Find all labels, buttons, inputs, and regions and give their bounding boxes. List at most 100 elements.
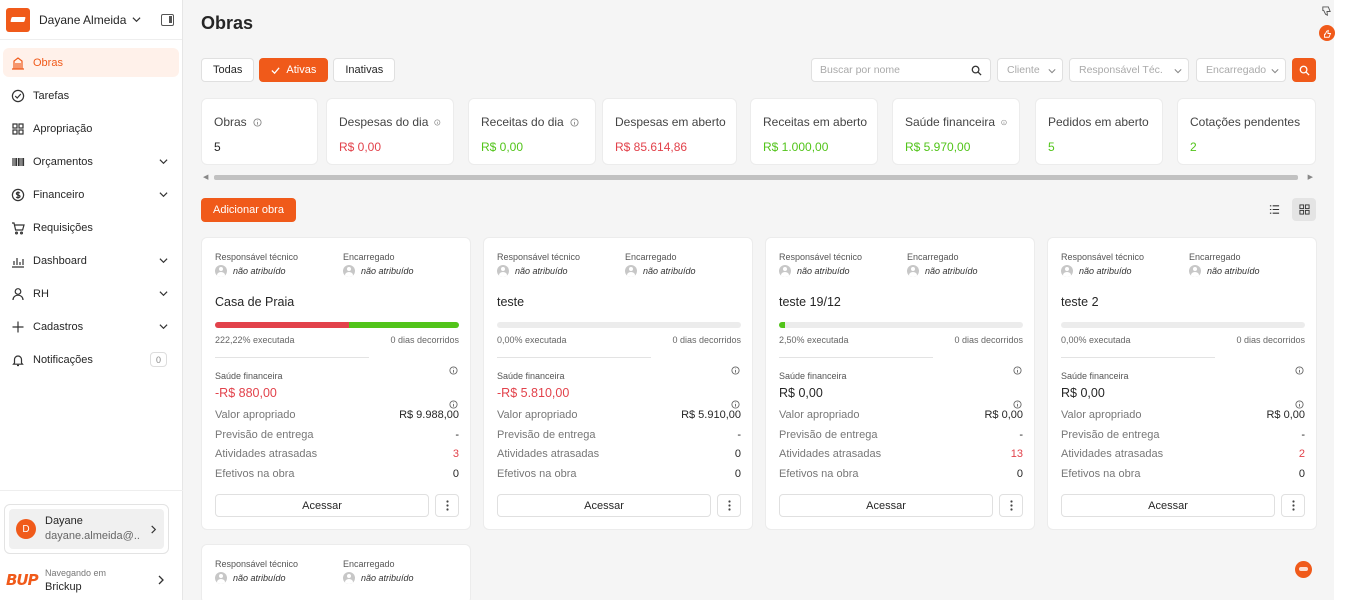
info-icon[interactable] (731, 366, 740, 375)
user-placeholder-icon (215, 265, 227, 277)
valor-label: Valor apropriado (779, 409, 860, 421)
search-button[interactable] (1292, 58, 1316, 82)
search-icon (971, 65, 982, 76)
sidebar-item-requisicoes[interactable]: Requisições (3, 213, 179, 242)
info-icon[interactable] (1001, 118, 1007, 127)
filter-todas-button[interactable]: Todas (201, 58, 255, 82)
sidebar-item-financeiro[interactable]: Financeiro (3, 180, 179, 209)
scroll-right-icon[interactable]: ▶ (1307, 174, 1313, 181)
sidebar-item-label: Apropriação (33, 122, 93, 135)
chevron-down-icon (159, 159, 168, 165)
encarregado-label: Encarregado (625, 252, 677, 262)
info-icon[interactable] (1295, 366, 1304, 375)
more-vertical-icon (1291, 500, 1295, 511)
saude-value: R$ 0,00 (1061, 386, 1105, 400)
divider (497, 357, 651, 358)
responsavel-value: não atribuído (233, 573, 286, 583)
obra-card: Responsável técnico não atribuído Encarr… (765, 237, 1035, 530)
encarregado-value: não atribuído (1207, 266, 1260, 276)
stat-card: Saúde financeira R$ 5.970,00 (892, 98, 1020, 165)
responsavel-select[interactable]: Responsável Téc. (1069, 58, 1189, 82)
sidebar-item-dashboard[interactable]: Dashboard (3, 246, 179, 275)
dias-text: 0 dias decorridos (390, 335, 459, 345)
sidebar-item-orcamentos[interactable]: Orçamentos (3, 147, 179, 176)
company-switcher[interactable]: BUP Navegando em Brickup (6, 565, 176, 595)
efetivos-value: 0 (1016, 468, 1023, 480)
sidebar-item-tarefas[interactable]: Tarefas (3, 81, 179, 110)
valor-value: R$ 0,00 (984, 409, 1023, 421)
responsavel-label: Responsável técnico (215, 559, 299, 569)
grid-icon (12, 122, 24, 135)
add-obra-button[interactable]: Adicionar obra (201, 198, 296, 222)
thumbs-down-icon[interactable] (1321, 6, 1332, 17)
responsavel-label: Responsável técnico (497, 252, 581, 262)
card-menu-button[interactable] (999, 494, 1023, 517)
saude-value: -R$ 5.810,00 (497, 386, 570, 400)
chevron-down-icon (1048, 69, 1056, 74)
info-icon[interactable] (570, 117, 579, 127)
info-icon[interactable] (253, 117, 262, 127)
dias-text: 0 dias decorridos (672, 335, 741, 345)
sidebar: Dayane Almeida Obras Tarefas Apropriação Or… (0, 0, 183, 600)
responsavel-label: Responsável técnico (779, 252, 863, 262)
card-menu-button[interactable] (435, 494, 459, 517)
stat-value: 5 (214, 140, 221, 154)
info-icon[interactable] (449, 366, 458, 375)
user-placeholder-icon (343, 572, 355, 584)
info-icon[interactable] (434, 118, 441, 127)
cliente-select[interactable]: Cliente (997, 58, 1063, 82)
stat-label: Despesas em aberto (615, 115, 726, 129)
sidebar-item-obras[interactable]: Obras (3, 48, 179, 77)
card-menu-button[interactable] (1281, 494, 1305, 517)
info-icon[interactable] (449, 400, 458, 409)
workspace-switcher[interactable]: Dayane Almeida (0, 0, 182, 40)
info-icon[interactable] (1295, 400, 1304, 409)
acessar-button[interactable]: Acessar (215, 494, 429, 517)
acessar-button[interactable]: Acessar (1061, 494, 1275, 517)
acessar-button[interactable]: Acessar (779, 494, 993, 517)
sidebar-collapse-icon[interactable] (161, 13, 174, 26)
chevron-down-icon (159, 324, 168, 330)
chat-icon[interactable] (1295, 561, 1312, 578)
plus-icon (12, 321, 24, 332)
info-icon[interactable] (731, 400, 740, 409)
filter-inativas-button[interactable]: Inativas (333, 58, 396, 82)
scroll-left-icon[interactable]: ◀ (203, 174, 209, 181)
scroll-thumb[interactable] (214, 175, 1298, 180)
encarregado-select[interactable]: Encarregado (1196, 58, 1286, 82)
obra-card: Responsável técnico não atribuído Encarr… (201, 237, 471, 530)
filter-ativas-button[interactable]: Ativas (259, 58, 329, 82)
acessar-button[interactable]: Acessar (497, 494, 711, 517)
obra-title: teste (497, 295, 525, 309)
sidebar-item-cadastros[interactable]: Cadastros (3, 312, 179, 341)
previsao-label: Previsão de entrega (1061, 429, 1160, 441)
stat-value: R$ 85.614,86 (615, 140, 688, 154)
stat-value: R$ 1.000,00 (763, 140, 829, 154)
user-placeholder-icon (215, 572, 227, 584)
divider (779, 357, 933, 358)
user-card[interactable]: D Dayane dayane.almeida@... (4, 504, 169, 554)
barcode-icon (12, 157, 25, 166)
progress-bar (1061, 322, 1305, 328)
sidebar-item-rh[interactable]: RH (3, 279, 179, 308)
list-view-button[interactable] (1262, 198, 1286, 221)
user-placeholder-icon (343, 265, 355, 277)
info-icon[interactable] (1013, 366, 1022, 375)
sidebar-item-apropriacao[interactable]: Apropriação (3, 114, 179, 143)
card-menu-button[interactable] (717, 494, 741, 517)
previsao-value: - (737, 429, 741, 441)
progress-bar (497, 322, 741, 328)
search-input[interactable]: Buscar por nome (811, 58, 991, 82)
progress-bar (215, 322, 459, 328)
grid-view-button[interactable] (1292, 198, 1316, 221)
stat-value: R$ 0,00 (339, 140, 382, 154)
encarregado-label: Encarregado (343, 559, 395, 569)
sidebar-item-notificacoes[interactable]: Notificações 0 (3, 345, 179, 374)
stats-scrollbar[interactable]: ◀ ▶ (200, 172, 1316, 181)
user-placeholder-icon (907, 265, 919, 277)
atividades-value: 13 (1010, 448, 1023, 460)
feedback-button[interactable] (1319, 25, 1335, 41)
saude-label: Saúde financeira (497, 371, 565, 381)
info-icon[interactable] (1013, 400, 1022, 409)
encarregado-label: Encarregado (343, 252, 395, 262)
